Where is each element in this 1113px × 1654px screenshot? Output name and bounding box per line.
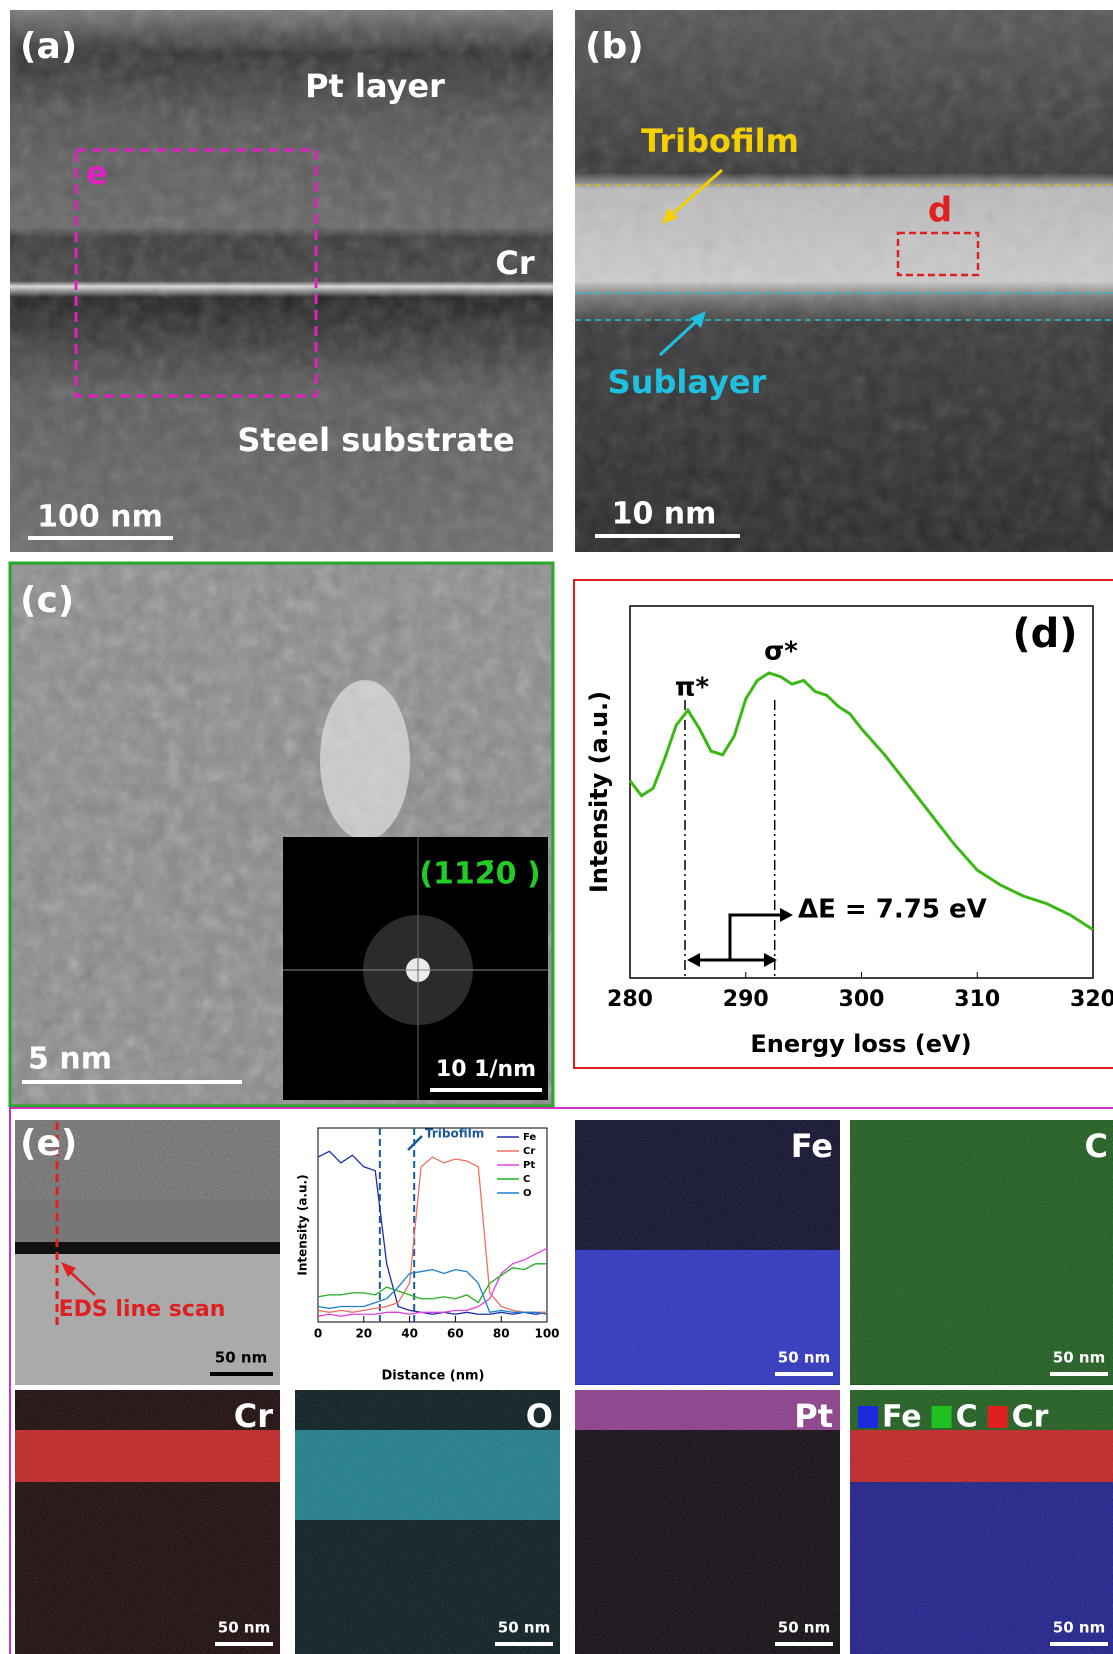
y-axis-label: Intensity (a.u.) <box>296 1174 310 1275</box>
annotation: Tribofilm <box>425 1127 484 1141</box>
panel-c: (c) (112̄0 ) 5 nm 10 1/nm <box>10 563 553 1106</box>
scale-bar-label: 10 1/nm <box>436 1057 536 1082</box>
scale-bar-label: 100 nm <box>37 500 163 535</box>
x-tick-label: 20 <box>355 1327 372 1341</box>
annotation: σ* <box>764 637 798 667</box>
annotation: Pt layer <box>305 67 445 105</box>
tribofilm-layer <box>15 1242 280 1254</box>
x-tick-label: 290 <box>723 987 769 1012</box>
texture <box>575 10 1113 552</box>
scale-bar-label: 10 nm <box>612 497 717 532</box>
legend-label: C <box>523 1174 530 1185</box>
panel-d: (d) Energy loss (eV) Intensity (a.u.) π*… <box>574 580 1113 1068</box>
x-axis-label: Distance (nm) <box>382 1369 485 1384</box>
x-axis-label: Energy loss (eV) <box>750 1030 971 1058</box>
x-tick-label: 60 <box>447 1327 464 1341</box>
legend-label: Pt <box>523 1160 535 1171</box>
scale-bar-label: 50 nm <box>215 1349 267 1367</box>
legend-label: Fe <box>523 1132 536 1143</box>
box-label: d <box>928 191 952 231</box>
bright-region <box>320 680 410 840</box>
x-tick-label: 40 <box>401 1327 418 1341</box>
annotation: Sublayer <box>608 363 767 401</box>
x-tick-label: 280 <box>607 987 653 1012</box>
inset-label: (112̄0 ) <box>419 857 540 892</box>
element-label: Fe <box>791 1127 833 1165</box>
panel-e: (e) EDS line scan 50 nm Distance (nm) In… <box>10 1108 1113 1654</box>
x-tick-label: 300 <box>839 987 885 1012</box>
legend-label: O <box>523 1188 532 1199</box>
legend-label: Cr <box>1012 1400 1049 1435</box>
annotation: π* <box>675 673 710 703</box>
x-tick-label: 0 <box>314 1327 322 1341</box>
panel-b: (b) Tribofilm d Sublayer 10 nm <box>575 10 1113 552</box>
annotation: ΔE = 7.75 eV <box>798 895 987 925</box>
scale-bar-label: 50 nm <box>778 1349 830 1367</box>
scale-bar-label: 50 nm <box>1053 1619 1105 1637</box>
x-tick-label: 310 <box>954 987 1000 1012</box>
panel-label: (d) <box>1012 611 1077 657</box>
panel-label: (a) <box>20 26 77 67</box>
legend-label: C <box>956 1400 978 1435</box>
panel-a: (a) Pt layer e Cr Steel substrate 100 nm <box>10 10 553 552</box>
panel-label: (b) <box>585 26 644 67</box>
element-label: C <box>1085 1127 1108 1165</box>
annotation: Steel substrate <box>237 421 514 459</box>
figure: (a) Pt layer e Cr Steel substrate 100 nm… <box>0 0 1113 1654</box>
scale-bar-label: 50 nm <box>1053 1349 1105 1367</box>
texture <box>850 1120 1113 1384</box>
annotation: EDS line scan <box>59 1297 226 1322</box>
legend-swatch <box>932 1406 952 1428</box>
legend-swatch <box>858 1406 878 1428</box>
element-label: O <box>526 1397 553 1435</box>
element-label: Cr <box>234 1397 273 1435</box>
texture <box>10 10 553 552</box>
legend-label: Cr <box>523 1146 535 1157</box>
element-label: Pt <box>794 1397 833 1435</box>
panel-label: (c) <box>20 580 74 621</box>
texture <box>295 1390 560 1654</box>
legend-label: Fe <box>882 1400 922 1435</box>
scale-bar-label: 5 nm <box>28 1042 112 1077</box>
scale-bar-label: 50 nm <box>498 1619 550 1637</box>
legend-swatch <box>988 1406 1008 1428</box>
x-tick-label: 320 <box>1070 987 1113 1012</box>
x-tick-label: 100 <box>534 1327 559 1341</box>
scale-bar-label: 50 nm <box>778 1619 830 1637</box>
annotation: Cr <box>495 244 534 282</box>
annotation: Tribofilm <box>641 122 799 160</box>
x-tick-label: 80 <box>493 1327 510 1341</box>
panel-label: (e) <box>20 1123 77 1164</box>
y-axis-label: Intensity (a.u.) <box>585 691 613 893</box>
box-label: e <box>86 154 108 192</box>
cr-layer <box>15 1200 280 1242</box>
scale-bar-label: 50 nm <box>218 1619 270 1637</box>
